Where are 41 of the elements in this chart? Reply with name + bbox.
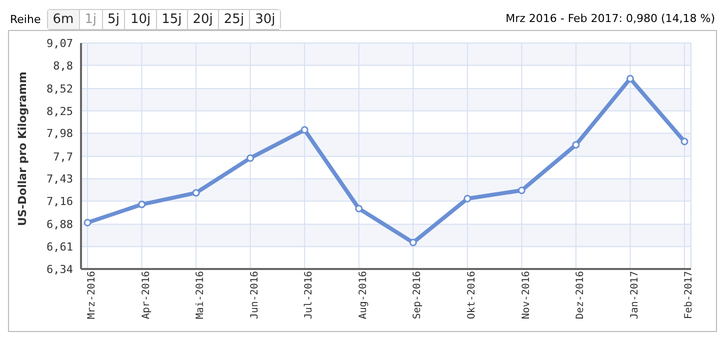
y-tick-label: 8,52	[46, 82, 73, 96]
y-tick-label: 8,25	[46, 104, 73, 118]
x-tick-label: Jul-2016	[304, 271, 315, 320]
x-tick-label: Aug-2016	[358, 271, 369, 320]
point	[138, 200, 146, 208]
x-tick-label: Jun-2016	[249, 271, 260, 320]
y-tick-label: 7,43	[46, 172, 73, 186]
point	[626, 74, 634, 82]
x-tick-label: Sep-2016	[412, 271, 424, 320]
x-tick-label: Jan-2017	[629, 271, 640, 320]
point	[84, 218, 92, 226]
y-tick-label: 6,88	[46, 218, 73, 232]
point	[355, 204, 363, 212]
point	[300, 126, 308, 134]
x-tick-label: Mai-2016	[195, 271, 206, 320]
y-tick-label: 9,07	[46, 36, 73, 50]
x-tick-label: Apr-2016	[140, 271, 152, 320]
y-tick-label: 7,16	[46, 195, 73, 208]
range-button[interactable]: 30j	[249, 10, 280, 28]
x-tick-label: Feb-2017	[684, 271, 695, 320]
range-button[interactable]: 5j	[102, 10, 124, 28]
point	[409, 238, 417, 246]
point	[246, 154, 254, 162]
text: Reihe	[10, 12, 41, 26]
point	[192, 189, 200, 197]
y-tick-label: 8,8	[53, 59, 73, 72]
x-tick-label: Mrz-2016	[86, 271, 98, 320]
point	[680, 138, 688, 146]
y-tick-label: 6,61	[46, 240, 73, 254]
x-tick-label: Nov-2016	[520, 271, 532, 320]
chart-subtitle: Mrz 2016 - Feb 2017: 0,980 (14,18 %)	[506, 12, 715, 25]
x-tick-label: Okt-2016	[466, 271, 478, 320]
point	[464, 194, 472, 202]
y-tick-label: 6,34	[46, 262, 74, 276]
point	[518, 186, 526, 194]
point	[572, 141, 580, 149]
y-tick-label: 7,7	[53, 150, 73, 164]
y-tick-label: 7,98	[46, 127, 73, 140]
range-button[interactable]: 6m	[48, 10, 79, 28]
x-tick-label: Dez-2016	[575, 271, 586, 320]
y-axis-title: US-Dollar pro Kilogramm	[16, 72, 29, 226]
